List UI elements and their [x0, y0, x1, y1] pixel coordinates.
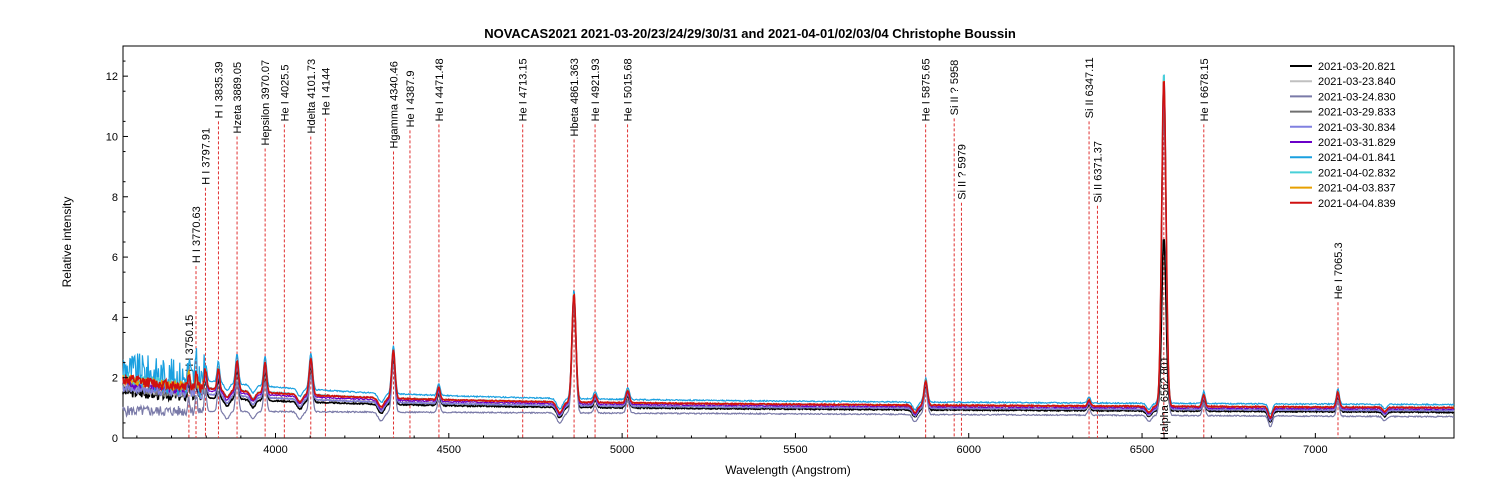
y-tick-label-0: 0 — [112, 433, 118, 445]
legend-label: 2021-04-02.832 — [1318, 167, 1396, 179]
annotation-label: He I 4471.48 — [434, 58, 446, 121]
x-tick-label-6000: 6000 — [956, 444, 980, 456]
annotation-label: Si II 6347.11 — [1084, 57, 1096, 118]
annotation-label: He I 4144 — [320, 68, 332, 116]
annotation-label: He I 5015.68 — [623, 58, 635, 121]
annotation-label: H I 3770.63 — [191, 206, 203, 263]
legend-label: 2021-04-01.841 — [1318, 152, 1396, 164]
annotation-label: He I 4921.93 — [590, 58, 602, 121]
line-annotations: H I 3750.15 H I 3770.63 H I 3797.91H I 383… — [184, 57, 1345, 440]
series-line-2021-03-31.829 — [122, 88, 1455, 420]
legend-label: 2021-03-31.829 — [1318, 137, 1396, 149]
series-line-2021-03-29.833 — [122, 105, 1455, 422]
annotation-label: Hdelta 4101.73 — [306, 59, 318, 134]
annotation-label: Hbeta 4861.363 — [569, 58, 581, 136]
legend-label: 2021-03-24.830 — [1318, 91, 1396, 103]
annotation-label: H I 3797.91 — [200, 128, 212, 185]
annotation-label: He I 4713.15 — [518, 58, 530, 121]
annotation-label: He I 6678.15 — [1199, 58, 1211, 121]
series-line-2021-04-04.839 — [122, 80, 1455, 420]
x-tick-label-4500: 4500 — [437, 444, 461, 456]
x-tick-label-5500: 5500 — [783, 444, 807, 456]
x-tick-label-4000: 4000 — [263, 444, 287, 456]
legend: 2021-03-20.821 2021-03-23.840 2021-03-24.8… — [1290, 61, 1396, 210]
annotation-label: Si II ? 5958 — [949, 60, 961, 116]
series-line-2021-04-01.841 — [122, 74, 1455, 415]
annotation-label: Hgamma 4340.46 — [389, 61, 401, 148]
legend-label: 2021-04-03.837 — [1318, 183, 1396, 195]
legend-label: 2021-03-30.834 — [1318, 122, 1396, 134]
y-tick-label-2: 2 — [112, 373, 118, 385]
x-axis-label: Wavelength (Angstrom) — [725, 463, 851, 477]
series-line-2021-04-03.837 — [122, 80, 1455, 419]
annotation-label: H I 3750.15 — [184, 315, 196, 372]
annotation-label: Hepsilon 3970.07 — [260, 60, 272, 146]
annotation-label: He I 7065.3 — [1333, 242, 1345, 299]
y-tick-label-6: 6 — [112, 252, 118, 264]
y-tick-label-10: 10 — [106, 131, 118, 143]
y-tick-label-8: 8 — [112, 192, 118, 204]
annotation-label: He I 4025.5 — [279, 65, 291, 122]
legend-label: 2021-03-29.833 — [1318, 107, 1396, 119]
series-line-2021-03-24.830 — [122, 119, 1455, 428]
series-line-2021-03-30.834 — [122, 97, 1455, 423]
y-axis-label: Relative intensity — [60, 197, 74, 288]
annotation-label: Si II 6371.37 — [1092, 141, 1104, 203]
x-tick-label-6500: 6500 — [1130, 444, 1154, 456]
annotation-label: Hzeta 3889.05 — [232, 62, 244, 134]
series-line-2021-03-23.840 — [122, 87, 1455, 421]
x-axis-ticks: 4000 4500 5000 5500 6000 6500 7000 — [136, 433, 1455, 456]
annotation-label: Si II ? 5979 — [956, 144, 968, 200]
y-tick-label-4: 4 — [112, 312, 118, 324]
annotation-label: He I 4387.9 — [405, 71, 417, 128]
legend-label: 2021-04-04.839 — [1318, 198, 1396, 210]
y-tick-label-12: 12 — [106, 71, 118, 83]
y-axis-ticks: 0 2 4 6 8 10 12 — [106, 60, 128, 445]
series-layer — [122, 74, 1455, 428]
chart-title: NOVACAS2021 2021-03-20/23/24/29/30/31 an… — [484, 26, 1016, 41]
legend-label: 2021-03-20.821 — [1318, 61, 1396, 73]
annotation-label: He I 5875.65 — [921, 58, 933, 121]
x-tick-label-5000: 5000 — [610, 444, 634, 456]
x-tick-label-7000: 7000 — [1303, 444, 1327, 456]
series-line-2021-04-02.832 — [122, 74, 1455, 419]
annotation-label: H I 3835.39 — [213, 61, 225, 118]
legend-label: 2021-03-23.840 — [1318, 76, 1396, 88]
